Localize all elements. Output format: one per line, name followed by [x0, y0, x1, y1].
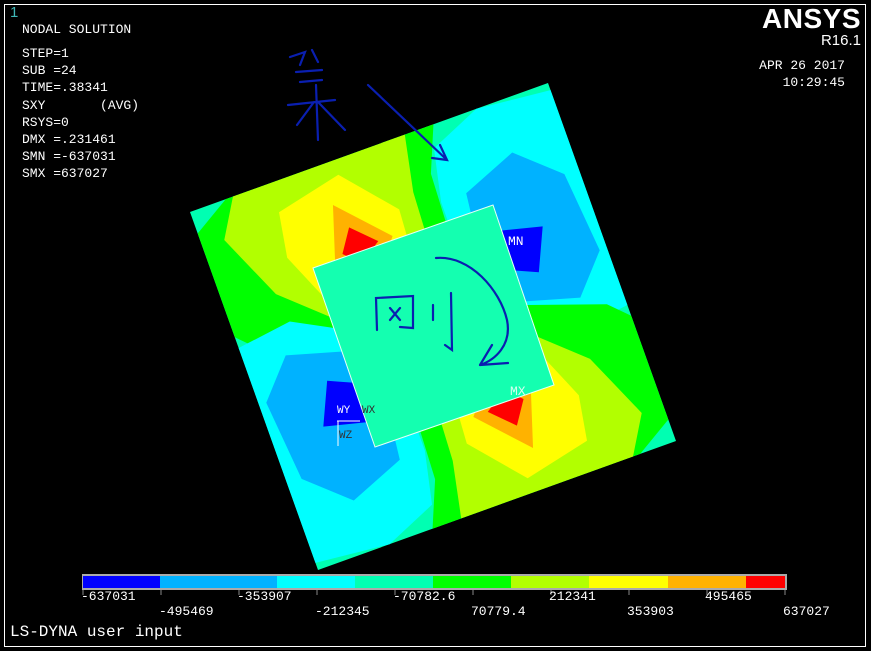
handwritten-rou [286, 48, 347, 142]
info-line: TIME=.38341 [22, 80, 108, 96]
axis-y-label: WY [337, 405, 351, 417]
time-label: 10:29:45 [782, 75, 845, 90]
legend-swatch [746, 576, 785, 588]
info-line: SMN =-637031 [22, 149, 116, 165]
legend-label: 495465 [705, 589, 752, 604]
legend-label: 70779.4 [471, 604, 526, 619]
max-marker: MX [510, 384, 526, 399]
coordinate-triad [337, 420, 360, 446]
legend-swatch [511, 576, 589, 588]
arrow-to-flexible [366, 83, 449, 162]
solution-title: NODAL SOLUTION [22, 22, 132, 37]
info-line: STEP=1 [22, 46, 69, 61]
legend-swatch [83, 576, 160, 588]
rigid-plate [312, 204, 555, 448]
min-marker: MN [508, 234, 524, 249]
release-version: R16.1 [820, 32, 861, 49]
info-line: SMX =637027 [22, 166, 108, 182]
legend-swatch [160, 576, 277, 588]
legend-swatch [277, 576, 355, 588]
legend-swatch [589, 576, 668, 588]
ansys-logo: ANSYS [762, 3, 861, 34]
axis-z-label: WZ [339, 430, 353, 442]
legend-label: 353903 [627, 604, 674, 619]
legend-label: 637027 [783, 604, 830, 619]
window-frame [4, 4, 866, 647]
legend-swatch [433, 576, 511, 588]
handwritten-gang [374, 291, 454, 353]
legend-swatch [355, 576, 433, 588]
handwritten-annotations [286, 48, 510, 367]
axis-x-label: WX [362, 405, 376, 417]
info-line: SXY (AVG) [22, 97, 140, 113]
legend-label: -495469 [159, 604, 214, 619]
info-line: SUB =24 [22, 63, 77, 79]
status-line: LS-DYNA user input [10, 623, 183, 641]
legend-label: -637031 [81, 589, 136, 604]
info-line: DMX =.231461 [22, 132, 116, 147]
legend-label: -353907 [237, 589, 292, 604]
curved-arrow [434, 256, 510, 367]
legend-label: -70782.6 [393, 589, 456, 604]
info-line: RSYS=0 [22, 114, 69, 130]
legend-swatch [668, 576, 746, 588]
window-number: 1 [10, 4, 19, 21]
legend-label: -212345 [315, 604, 370, 619]
legend-label: 212341 [549, 589, 596, 604]
date-label: APR 26 2017 [759, 58, 845, 73]
